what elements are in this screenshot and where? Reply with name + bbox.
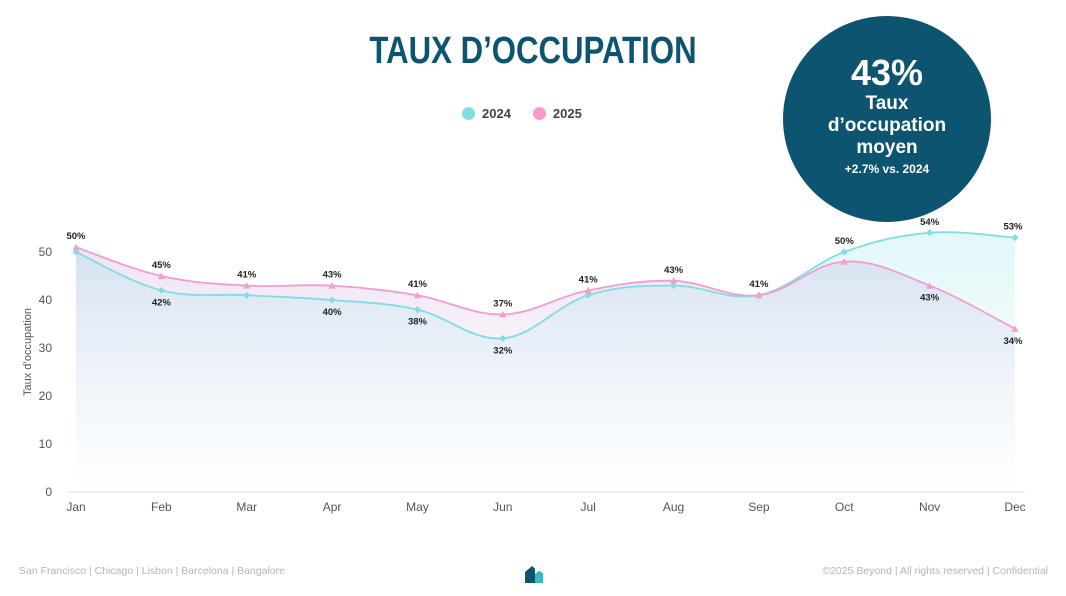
kpi-label: Taux d’occupation moyen (827, 92, 947, 158)
point-2024 (328, 296, 336, 304)
data-label: 38% (408, 317, 428, 328)
page-title: TAUX D’OCCUPATION (369, 30, 697, 72)
point-2024 (72, 248, 80, 256)
legend-label-2024: 2024 (482, 106, 511, 121)
data-label: 54% (920, 217, 940, 228)
x-tick-label: May (406, 500, 429, 514)
x-tick-label: Jun (493, 500, 512, 514)
x-tick-label: Sep (748, 500, 770, 514)
average-occupancy-badge: 43% Taux d’occupation moyen +2.7% vs. 20… (783, 16, 991, 222)
kpi-delta: +2.7% vs. 2024 (844, 161, 930, 176)
data-label: 43% (664, 265, 684, 276)
point-2024 (584, 291, 592, 299)
legend-item-2024[interactable]: 2024 (462, 106, 511, 121)
point-2024 (243, 291, 251, 299)
data-label: 32% (493, 345, 513, 356)
data-label: 50% (835, 236, 855, 247)
point-2025 (584, 286, 592, 294)
y-tick-label: 50 (39, 245, 53, 259)
point-2024 (670, 282, 678, 290)
data-label: 45% (152, 260, 172, 271)
point-2025 (328, 282, 336, 289)
kpi-value: 43% (850, 51, 924, 93)
data-label: 41% (579, 274, 599, 285)
point-2024 (926, 229, 934, 237)
brand-logo-icon (525, 566, 543, 583)
area-2024 (76, 232, 1015, 492)
data-label: 43% (323, 270, 343, 281)
data-label: 50% (66, 231, 86, 242)
point-2025 (243, 282, 251, 289)
point-2025 (157, 272, 165, 279)
point-2025 (413, 291, 421, 299)
y-tick-label: 10 (39, 437, 53, 451)
point-2025 (670, 277, 678, 284)
x-tick-label: Dec (1004, 500, 1025, 514)
point-2025 (755, 291, 763, 299)
point-2024 (1011, 234, 1019, 242)
y-tick-label: 40 (39, 293, 53, 307)
line-2024 (75, 231, 1016, 340)
point-2025 (499, 310, 507, 318)
data-label: 41% (237, 270, 257, 281)
x-tick-label: Aug (663, 500, 684, 514)
x-tick-label: Jan (66, 500, 85, 514)
data-label: 37% (493, 298, 513, 309)
data-label: 53% (1003, 222, 1023, 233)
point-2025 (840, 258, 848, 265)
chart-legend: 2024 2025 (462, 106, 582, 121)
point-2025 (1011, 325, 1019, 332)
line-2025 (75, 246, 1016, 330)
y-tick-label: 20 (39, 389, 53, 403)
footer-copyright: ©2025 Beyond | All rights reserved | Con… (822, 565, 1048, 577)
y-axis-label: Taux d’occupation (22, 308, 34, 396)
point-2025 (926, 282, 934, 289)
legend-label-2025: 2025 (552, 106, 582, 121)
data-label: 41% (408, 279, 428, 290)
x-tick-label: Feb (151, 500, 172, 514)
data-label: 41% (749, 279, 769, 290)
point-2024 (840, 248, 848, 256)
footer-locations: San Francisco | Chicago | Lisbon | Barce… (19, 565, 285, 577)
y-tick-label: 30 (39, 341, 53, 355)
data-label: 43% (920, 293, 940, 304)
x-tick-label: Oct (835, 500, 854, 514)
legend-item-2025[interactable]: 2025 (532, 106, 582, 121)
x-tick-label: Nov (919, 500, 940, 514)
x-tick-label: Jul (581, 500, 596, 514)
point-2024 (413, 306, 421, 314)
x-tick-label: Mar (236, 500, 257, 514)
data-label: 42% (152, 297, 172, 308)
data-label: 40% (323, 307, 343, 318)
point-2024 (499, 334, 507, 342)
point-2024 (157, 286, 165, 294)
legend-marker-2024 (462, 107, 475, 120)
legend-marker-2025 (532, 107, 546, 120)
x-tick-label: Apr (323, 500, 342, 514)
point-2025 (72, 243, 80, 251)
y-tick-label: 0 (45, 485, 52, 499)
data-label: 34% (1003, 336, 1023, 347)
